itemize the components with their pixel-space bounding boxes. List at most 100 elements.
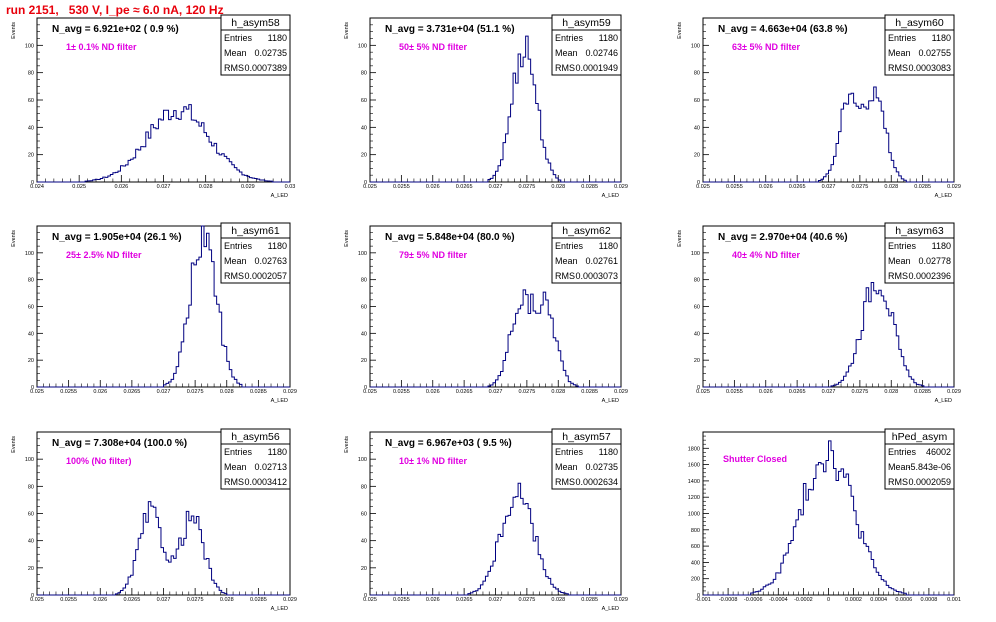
x-tick-label: 0.0255: [393, 597, 410, 603]
histogram-name: hPed_asym: [892, 431, 948, 443]
y-tick-label: 200: [691, 577, 700, 583]
y-tick-label: 20: [361, 358, 367, 364]
stats-label: Entries: [555, 447, 584, 457]
x-tick-label: 0.0265: [456, 184, 473, 190]
filter-annotation: 100% (No filter): [66, 456, 132, 466]
x-tick-label: 0.028: [199, 184, 213, 190]
y-tick-label: 800: [691, 528, 700, 534]
histogram-panel-h_asym60: 0 20 40 60 80 100 0.025 0.0255 0.026 0.0265 0.027 0…: [677, 14, 961, 199]
y-tick-label: 20: [28, 358, 34, 364]
x-tick-label: 0.026: [93, 389, 107, 395]
stats-value: 0.0002396: [908, 271, 951, 281]
x-tick-label: 0.0275: [187, 597, 204, 603]
x-tick-label: 0.025: [363, 389, 377, 395]
y-axis-label: Events: [344, 436, 350, 453]
x-tick-label: 0.0275: [518, 389, 535, 395]
stats-label: RMS: [555, 271, 575, 281]
n-avg-annotation: N_avg = 2.970e+04 (40.6 %): [718, 232, 848, 243]
y-tick-label: 0: [697, 180, 700, 186]
y-tick-label: 40: [361, 539, 367, 545]
y-tick-label: 20: [28, 566, 34, 572]
y-tick-label: 100: [691, 43, 700, 49]
y-tick-label: 100: [358, 251, 367, 257]
histogram-name: h_asym59: [562, 17, 611, 29]
x-tick-label: 0.024: [30, 184, 44, 190]
x-tick-label: 0.025: [696, 184, 710, 190]
filter-annotation: 40± 4% ND filter: [732, 250, 800, 260]
x-tick-label: 0.0265: [789, 184, 806, 190]
histogram-name: h_asym57: [562, 431, 611, 443]
y-tick-label: 20: [28, 153, 34, 159]
x-tick-label: 0.028: [884, 184, 898, 190]
x-tick-label: 0.0004: [870, 597, 887, 603]
y-tick-label: 60: [28, 98, 34, 104]
x-tick-label: 0.025: [72, 184, 86, 190]
stats-box: h_asym63 Entries 1180 Mean 0.02778 RMS 0.00023…: [884, 222, 955, 284]
y-tick-label: 40: [28, 125, 34, 131]
y-tick-label: 1600: [688, 463, 700, 469]
x-tick-label: 0.027: [489, 597, 503, 603]
stats-label: RMS: [224, 477, 244, 487]
x-tick-label: 0.028: [551, 389, 565, 395]
stats-label: RMS: [555, 477, 575, 487]
filter-annotation: 50± 5% ND filter: [399, 42, 467, 52]
stats-value: 1180: [599, 33, 618, 43]
x-tick-label: 0.001: [947, 597, 961, 603]
x-tick-label: 0.0275: [851, 389, 868, 395]
x-tick-label: 0.0285: [250, 597, 267, 603]
x-tick-label: -0.0004: [769, 597, 788, 603]
x-axis-label: A_LED: [602, 398, 619, 404]
stats-label: RMS: [555, 63, 575, 73]
x-tick-label: 0.0285: [581, 184, 598, 190]
x-tick-label: 0.0255: [393, 184, 410, 190]
y-axis-label: Events: [677, 22, 683, 39]
histogram-panel-h_asym57: 0 20 40 60 80 100 0.025 0.0255 0.026 0.0265 0.027 0…: [344, 428, 628, 612]
x-tick-label: 0.028: [551, 184, 565, 190]
stats-label: Entries: [224, 33, 253, 43]
y-tick-label: 40: [28, 539, 34, 545]
histogram-panel-h_asym58: 0 20 40 60 80 100 0.024 0.025 0.026 0.027 0.028 0.0…: [11, 14, 295, 199]
y-tick-label: 60: [361, 305, 367, 311]
histogram-name: h_asym58: [231, 17, 280, 29]
x-tick-label: 0.025: [696, 389, 710, 395]
stats-box-frame: [220, 428, 291, 490]
y-tick-label: 40: [28, 331, 34, 337]
histogram-series: [37, 225, 290, 388]
x-tick-label: 0.025: [363, 184, 377, 190]
histogram-panel-h_asym62: 0 20 40 60 80 100 0.025 0.0255 0.026 0.0265 0.027 0…: [344, 222, 628, 404]
stats-box-frame: [551, 14, 622, 76]
x-tick-label: 0.0255: [726, 389, 743, 395]
x-tick-label: 0.029: [947, 389, 961, 395]
histogram-series: [703, 440, 954, 596]
stats-value: 0.02755: [918, 48, 951, 58]
stats-box: h_asym57 Entries 1180 Mean 0.02735 RMS 0.00026…: [551, 428, 622, 490]
stats-box-frame: [884, 222, 955, 284]
x-tick-label: 0.0265: [123, 597, 140, 603]
stats-value: 0.02761: [585, 256, 618, 266]
y-tick-label: 40: [361, 331, 367, 337]
stats-label: RMS: [224, 271, 244, 281]
y-tick-label: 60: [694, 305, 700, 311]
filter-annotation: 1± 0.1% ND filter: [66, 42, 137, 52]
stats-value: 0.02778: [918, 256, 951, 266]
y-tick-label: 1000: [688, 512, 700, 518]
n-avg-annotation: N_avg = 3.731e+04 (51.1 %): [385, 24, 515, 35]
y-tick-label: 0: [364, 385, 367, 391]
run-title: run 2151, 530 V, I_pe ≈ 6.0 nA, 120 Hz: [6, 3, 224, 17]
n-avg-annotation: N_avg = 7.308e+04 (100.0 %): [52, 438, 187, 449]
y-tick-label: 60: [694, 98, 700, 104]
y-axis-label: Events: [11, 22, 17, 39]
stats-label: RMS: [224, 63, 244, 73]
y-tick-label: 80: [28, 278, 34, 284]
x-tick-label: 0.029: [947, 184, 961, 190]
stats-value: 0.0007389: [244, 63, 287, 73]
y-tick-label: 1400: [688, 479, 700, 485]
y-tick-label: 100: [25, 43, 34, 49]
histogram-series: [370, 289, 621, 388]
y-tick-label: 1800: [688, 446, 700, 452]
stats-value: 1180: [932, 33, 951, 43]
x-axis-label: A_LED: [271, 606, 288, 612]
histogram-panel-h_asym59: 0 20 40 60 80 100 0.025 0.0255 0.026 0.0265 0.027 0…: [344, 14, 628, 199]
y-tick-label: 80: [361, 484, 367, 490]
x-tick-label: 0.0275: [518, 597, 535, 603]
